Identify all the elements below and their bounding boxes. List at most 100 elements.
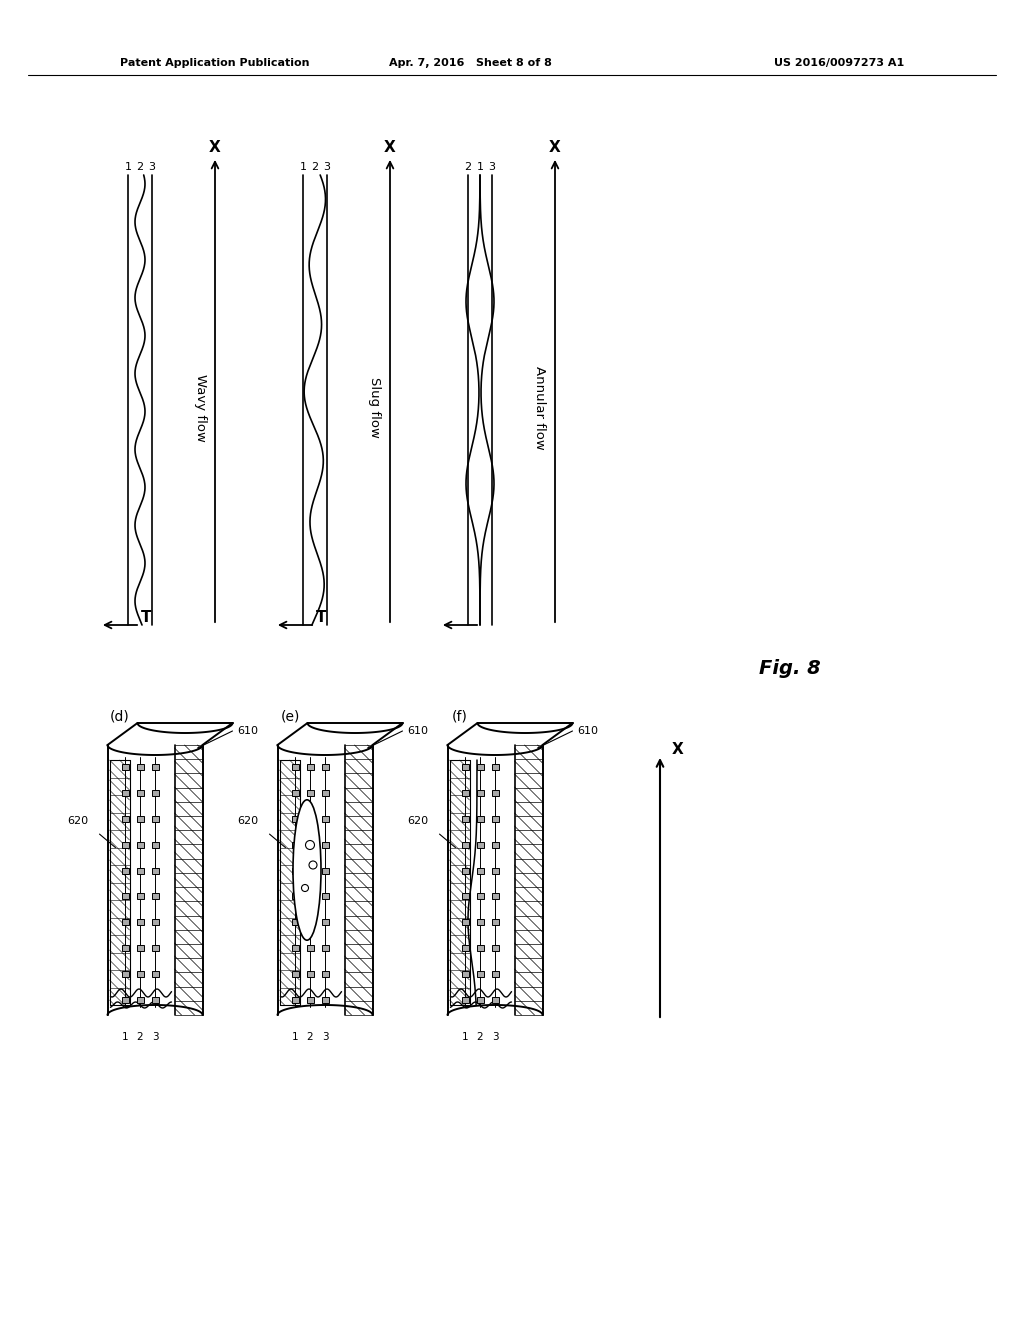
Bar [292,842,299,847]
Text: 610: 610 [578,726,598,737]
Bar [306,972,313,977]
Bar [462,972,469,977]
Bar [152,972,159,977]
Text: 1: 1 [292,1032,298,1041]
Bar [306,919,313,925]
Bar [462,919,469,925]
Bar [122,867,128,874]
Bar [476,867,483,874]
Bar [136,945,143,952]
Text: 3: 3 [148,162,156,172]
Text: 2: 2 [311,162,318,172]
Bar [492,867,499,874]
Text: X: X [384,140,396,154]
Bar [292,894,299,899]
Text: 3: 3 [152,1032,159,1041]
Circle shape [301,884,308,891]
Bar [322,789,329,796]
Bar [306,945,313,952]
Bar [136,789,143,796]
Bar [476,945,483,952]
Bar [306,764,313,770]
Bar [292,867,299,874]
Text: (f): (f) [452,710,468,723]
Bar [136,764,143,770]
Bar [492,816,499,822]
Text: Wavy flow: Wavy flow [194,374,207,441]
Text: X: X [209,140,221,154]
Text: 1: 1 [462,1032,468,1041]
Text: 620: 620 [408,816,429,825]
Text: Annular flow: Annular flow [534,366,547,449]
Text: 1: 1 [299,162,306,172]
Bar [292,764,299,770]
Bar [492,997,499,1003]
Text: (d): (d) [111,710,130,723]
Bar [122,919,128,925]
Bar [322,842,329,847]
Bar [122,972,128,977]
Bar [136,919,143,925]
Bar [152,816,159,822]
Bar [292,997,299,1003]
Bar [152,997,159,1003]
Bar [322,972,329,977]
Circle shape [305,841,314,850]
Bar [492,842,499,847]
Bar [292,972,299,977]
Text: (e): (e) [281,710,300,723]
Bar [476,816,483,822]
Bar [136,997,143,1003]
Bar [292,945,299,952]
Bar [476,997,483,1003]
Text: 1: 1 [122,1032,128,1041]
Bar [476,972,483,977]
Text: 2: 2 [136,162,143,172]
Bar [462,816,469,822]
Bar [122,764,128,770]
Bar [322,764,329,770]
Bar [306,842,313,847]
Text: X: X [672,742,684,758]
Bar [476,919,483,925]
Bar [292,789,299,796]
Bar [306,789,313,796]
Bar [122,997,128,1003]
Text: 620: 620 [238,816,259,825]
Bar [476,894,483,899]
Text: US 2016/0097273 A1: US 2016/0097273 A1 [774,58,904,69]
Text: 3: 3 [322,1032,329,1041]
Bar [306,997,313,1003]
Bar [292,816,299,822]
Bar [462,945,469,952]
Bar [462,764,469,770]
Bar [136,842,143,847]
Text: T: T [315,610,327,624]
Bar [122,842,128,847]
Bar [152,764,159,770]
Text: 620: 620 [68,816,89,825]
Text: 610: 610 [238,726,258,737]
Bar [122,789,128,796]
Text: 3: 3 [492,1032,499,1041]
Bar [462,894,469,899]
Bar [322,867,329,874]
Bar [462,789,469,796]
Text: Patent Application Publication: Patent Application Publication [120,58,309,69]
Text: Apr. 7, 2016   Sheet 8 of 8: Apr. 7, 2016 Sheet 8 of 8 [388,58,552,69]
Bar [322,997,329,1003]
Bar [462,867,469,874]
Text: 2: 2 [465,162,472,172]
Bar [122,945,128,952]
Bar [136,972,143,977]
Ellipse shape [293,800,321,940]
Bar [152,894,159,899]
Bar [322,945,329,952]
Text: 610: 610 [408,726,428,737]
Bar [152,867,159,874]
Bar [122,816,128,822]
Bar [476,789,483,796]
Bar [492,919,499,925]
Text: T: T [140,610,152,624]
Bar [492,789,499,796]
